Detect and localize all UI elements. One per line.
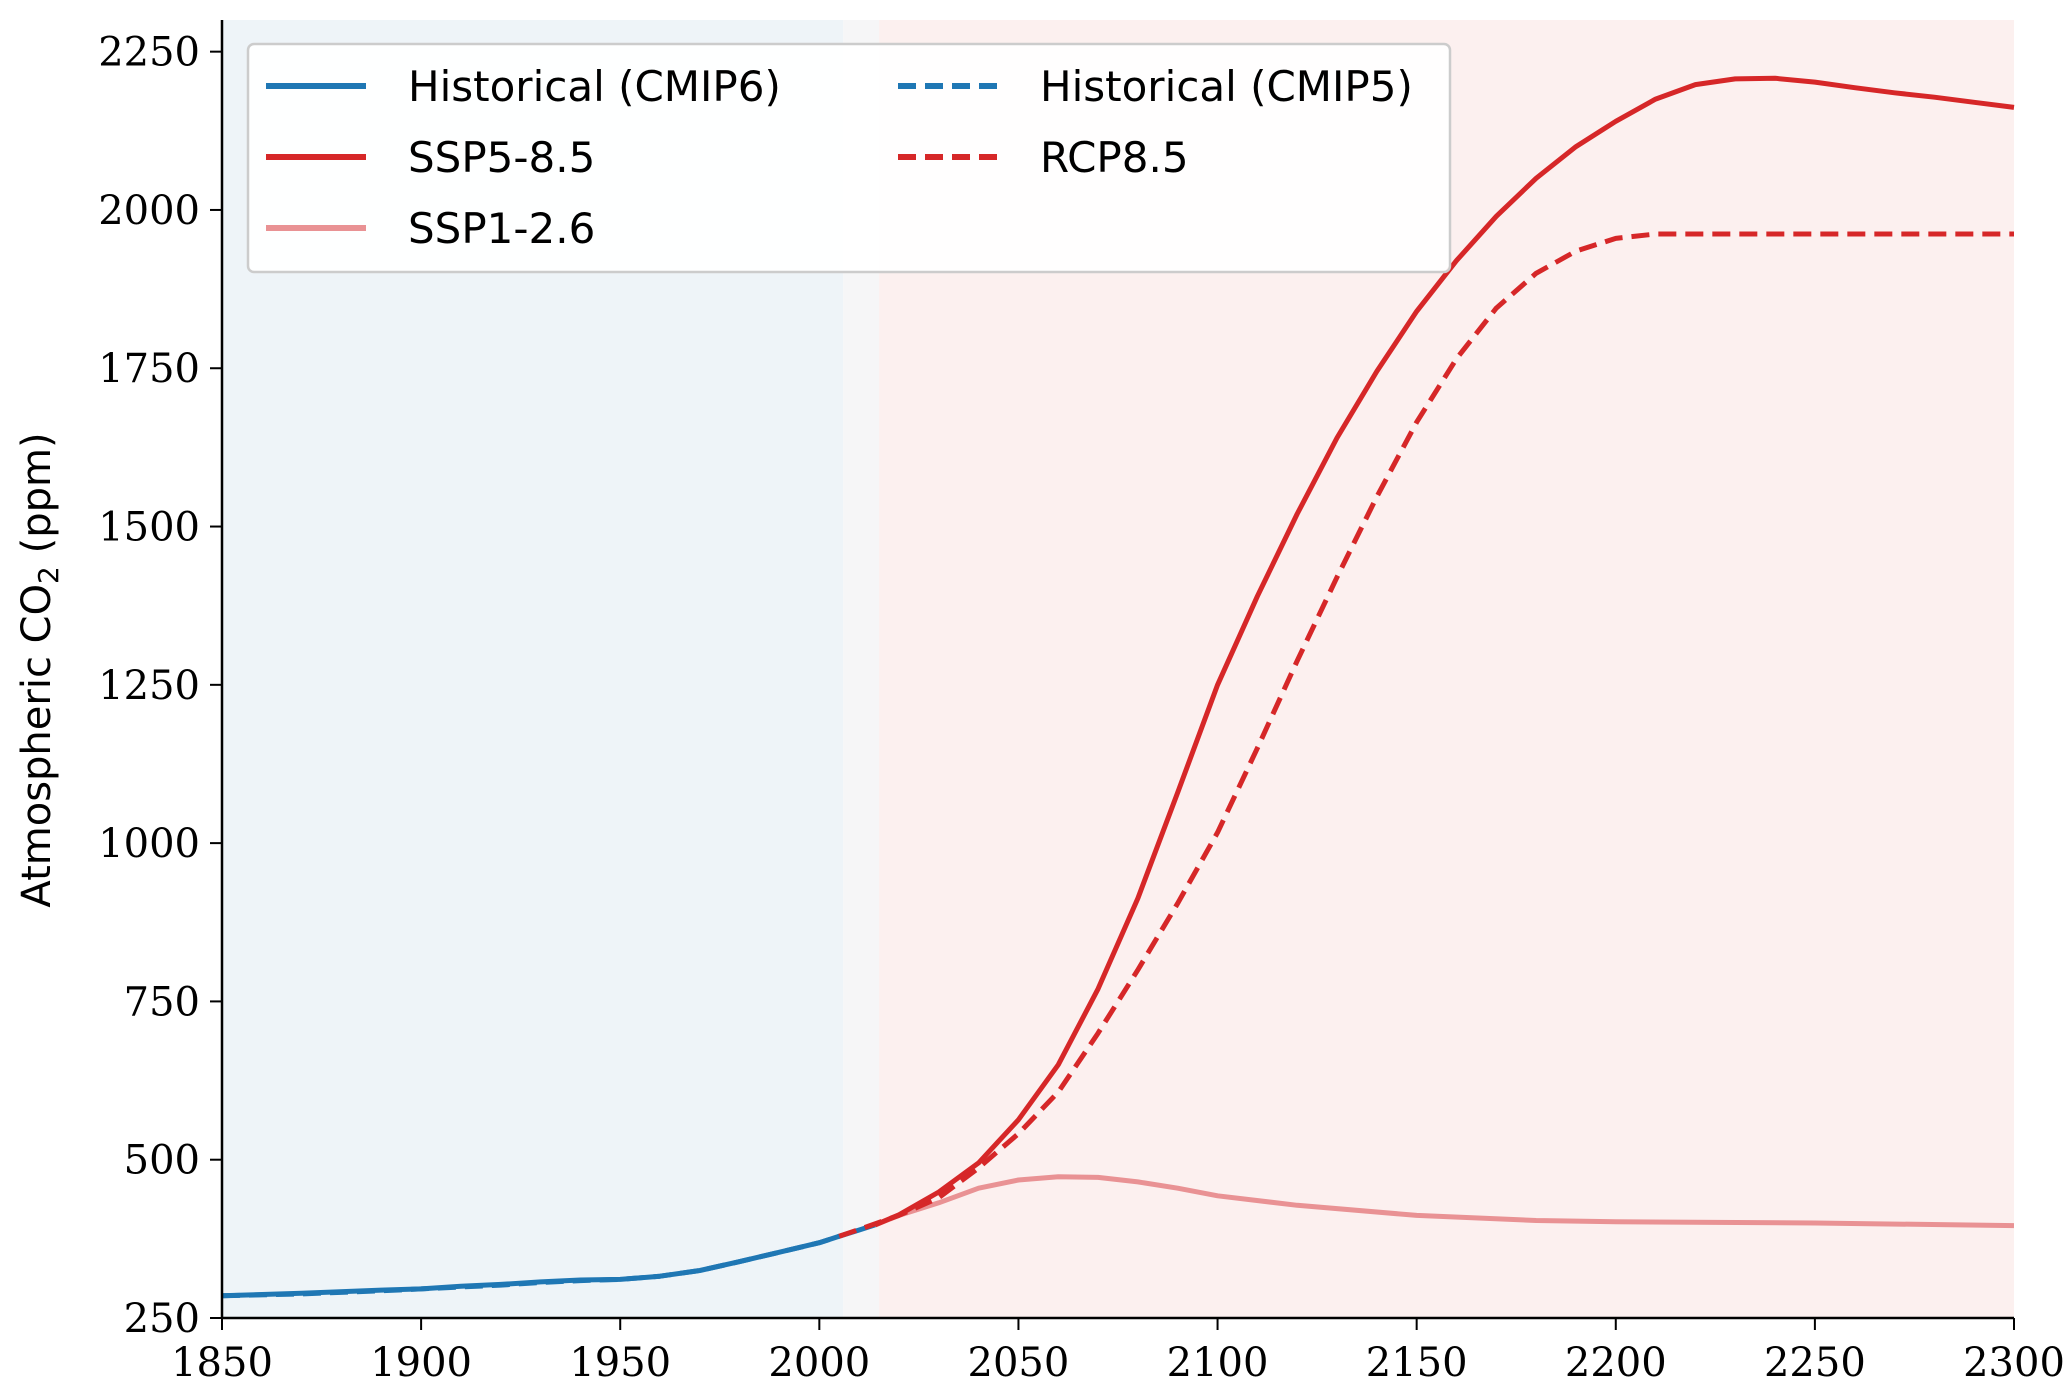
y-axis-label-main: Atmospheric CO — [14, 584, 60, 908]
legend-label: SSP5-8.5 — [408, 133, 595, 182]
axis-ticks: 1850 1900 1950 2000 2050 2100 2150 2200 2250 2300… — [98, 30, 2065, 1386]
y-axis-label: Atmospheric CO2 (ppm) — [14, 432, 65, 907]
axes — [220, 20, 2014, 1320]
y-tick-label: 1000 — [98, 821, 200, 867]
x-tick-label: 2300 — [1963, 1340, 2065, 1386]
series-lines — [221, 75, 2015, 1299]
y-tick-label: 750 — [124, 979, 200, 1025]
y-tick-label: 1250 — [98, 663, 200, 709]
y-tick-label: 500 — [124, 1138, 200, 1184]
y-tick-label: 250 — [124, 1296, 200, 1342]
x-tick-label: 2100 — [1167, 1340, 1269, 1386]
x-tick-label: 2200 — [1565, 1340, 1667, 1386]
x-tick-label: 1950 — [569, 1340, 671, 1386]
legend-label: RCP8.5 — [1040, 133, 1189, 182]
y-axis-label-unit-text: (ppm) — [14, 432, 60, 553]
x-tick-label: 1900 — [370, 1340, 472, 1386]
series-line-rcp8-5 — [838, 231, 2014, 1239]
x-tick-label: 2000 — [768, 1340, 870, 1386]
y-tick-label: 2250 — [98, 30, 200, 76]
series-line-historical-cmip6 — [221, 1222, 876, 1299]
y-axis-label-subscript: 2 — [32, 566, 65, 584]
x-tick-label: 1850 — [171, 1340, 273, 1386]
legend: Historical (CMIP6) SSP5-8.5 SSP1-2.6 Histor… — [246, 42, 1452, 274]
legend-frame — [246, 42, 1452, 274]
y-tick-label: 1500 — [98, 505, 200, 551]
legend-label: Historical (CMIP5) — [1040, 62, 1413, 111]
series-line-ssp5-8-5 — [874, 75, 2015, 1228]
x-tick-label: 2050 — [968, 1340, 1070, 1386]
legend-label: SSP1-2.6 — [408, 204, 595, 253]
x-tick-label: 2150 — [1366, 1340, 1468, 1386]
series-line-ssp1-2-6 — [874, 1174, 2015, 1229]
y-tick-label: 1750 — [98, 346, 200, 392]
y-tick-label: 2000 — [98, 188, 200, 234]
legend-label: Historical (CMIP6) — [408, 62, 781, 111]
x-tick-label: 2250 — [1764, 1340, 1866, 1386]
y-axis-label-unit — [14, 553, 60, 566]
